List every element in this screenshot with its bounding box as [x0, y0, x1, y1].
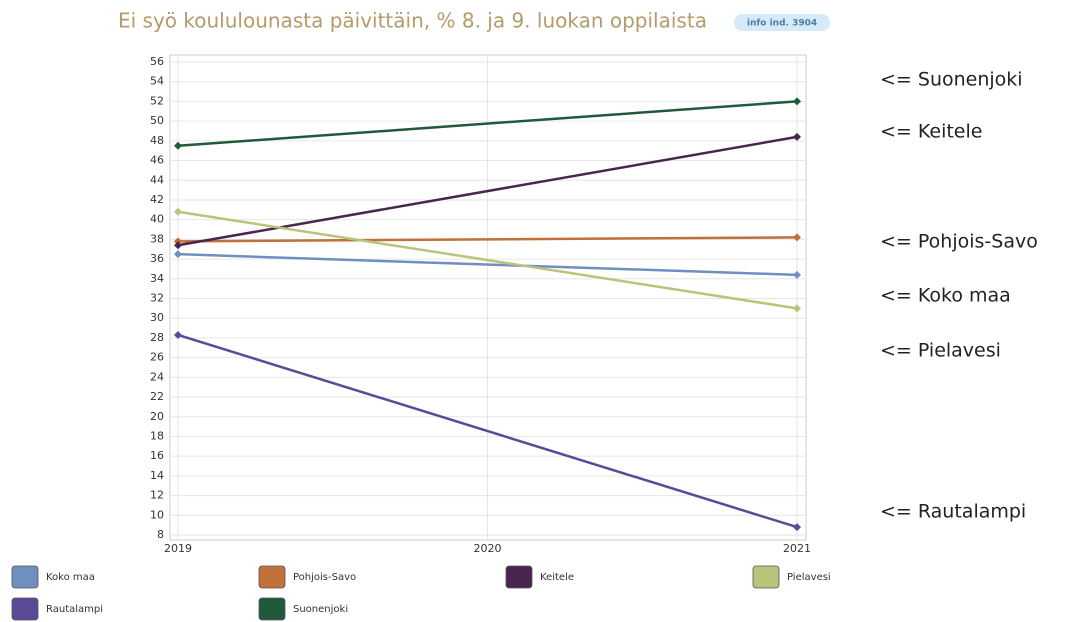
legend-label: Pielavesi [787, 572, 831, 583]
y-tick-label: 10 [150, 508, 164, 521]
annotation: <= Suonenjoki [880, 69, 1023, 91]
series-line [177, 100, 798, 148]
y-tick-label: 46 [150, 154, 164, 167]
legend-label: Rautalampi [46, 604, 103, 615]
y-tick-label: 22 [150, 390, 164, 403]
series-line [177, 333, 798, 529]
chart-title: Ei syö koululounasta päivittäin, % 8. ja… [118, 9, 707, 33]
annotation: <= Koko maa [880, 285, 1011, 307]
legend-swatch [752, 565, 780, 589]
y-tick-label: 24 [150, 370, 164, 383]
y-tick-label: 42 [150, 193, 164, 206]
annotation: <= Keitele [880, 121, 982, 143]
point [174, 207, 182, 216]
point [174, 241, 182, 250]
legend-swatch [11, 597, 39, 621]
y-tick-label: 26 [150, 351, 164, 364]
y-tick-label: 44 [150, 173, 164, 186]
y-tick-label: 34 [150, 272, 164, 285]
legend-swatch [258, 597, 286, 621]
legend-label: Keitele [540, 572, 574, 583]
x-tick-label: 2021 [783, 542, 811, 555]
y-tick-label: 28 [150, 331, 164, 344]
point [174, 250, 182, 259]
series-line [177, 236, 798, 243]
y-tick-label: 32 [150, 292, 164, 305]
annotation: <= Rautalampi [880, 501, 1026, 523]
legend-swatch [258, 565, 286, 589]
point [793, 304, 801, 313]
y-tick-label: 54 [150, 75, 164, 88]
badge-bg [734, 14, 830, 31]
badge[interactable]: info ind. 3904 [747, 19, 817, 29]
y-tick-label: 50 [150, 114, 164, 127]
y-tick-label: 12 [150, 489, 164, 502]
legend-label: Pohjois-Savo [293, 572, 356, 583]
y-tick-label: 56 [150, 55, 164, 68]
x-tick-label: 2019 [164, 542, 192, 555]
y-tick-label: 48 [150, 134, 164, 147]
legend-label: Koko maa [46, 572, 95, 583]
y-tick-label: 30 [150, 311, 164, 324]
point [793, 132, 801, 141]
y-tick-label: 16 [150, 449, 164, 462]
y-tick-label: 20 [150, 410, 164, 423]
point [793, 523, 801, 532]
annotation: <= Pielavesi [880, 340, 1001, 362]
x-tick-label: 2020 [474, 542, 502, 555]
point [793, 233, 801, 242]
y-tick-label: 36 [150, 252, 164, 265]
y-tick-label: 14 [150, 469, 164, 482]
point [793, 97, 801, 106]
point [174, 141, 182, 150]
legend-swatch [505, 565, 533, 589]
series-line [177, 210, 798, 310]
legend-label: Suonenjoki [293, 604, 348, 615]
y-tick-label: 40 [150, 213, 164, 226]
point [174, 330, 182, 339]
series-line [177, 252, 798, 277]
y-tick-label: 38 [150, 232, 164, 245]
point [793, 270, 801, 279]
y-tick-label: 8 [157, 528, 164, 541]
y-tick-label: 18 [150, 429, 164, 442]
legend-swatch [11, 565, 39, 589]
y-tick-label: 52 [150, 94, 164, 107]
annotation: <= Pohjois-Savo [880, 231, 1038, 253]
